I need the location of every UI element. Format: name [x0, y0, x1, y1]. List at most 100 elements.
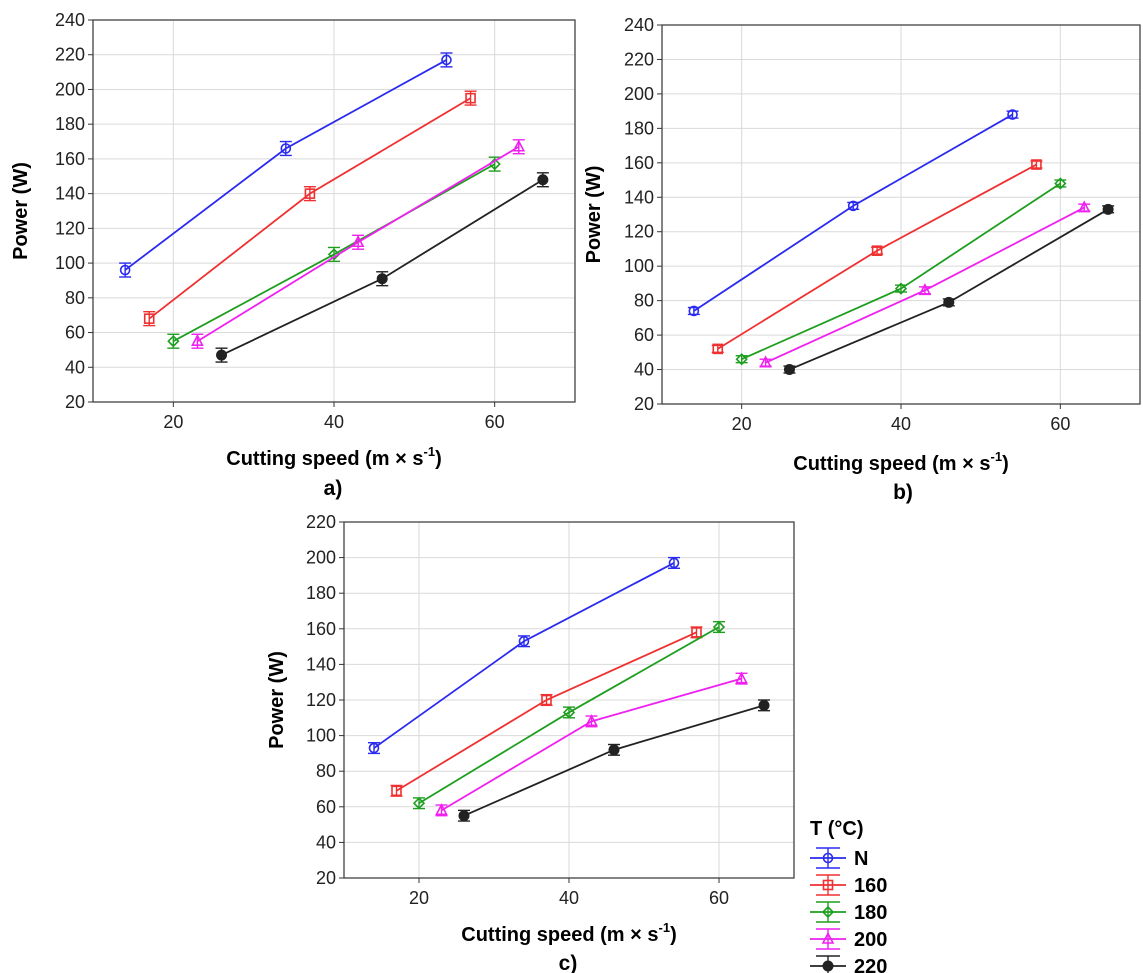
x-axis-label-main: Cutting speed (m × s — [793, 453, 990, 475]
y-tick-label: 120 — [306, 690, 336, 710]
y-tick-label: 20 — [65, 392, 85, 412]
data-point — [512, 139, 526, 152]
panel-label: a) — [324, 477, 343, 500]
y-tick-label: 40 — [65, 357, 85, 377]
y-tick-label: 180 — [624, 118, 654, 138]
legend: T (°C) N 160 180 200 220 — [810, 818, 887, 973]
y-tick-label: 20 — [634, 394, 654, 414]
series-200 — [191, 139, 526, 349]
data-point — [1007, 109, 1018, 120]
series-n — [368, 556, 680, 755]
y-tick-label: 120 — [624, 222, 654, 242]
x-tick-label: 40 — [559, 888, 579, 908]
y-tick-label: 80 — [316, 761, 336, 781]
y-tick-label: 60 — [65, 323, 85, 343]
legend-item-200: 200 — [810, 928, 887, 951]
y-tick-label: 200 — [624, 84, 654, 104]
data-point — [351, 235, 365, 248]
data-point — [712, 620, 726, 634]
legend-item-180: 180 — [810, 901, 887, 924]
data-point — [327, 248, 341, 261]
x-axis-label-superscript: -1 — [991, 449, 1003, 464]
y-tick-label: 80 — [634, 291, 654, 311]
panel-label: b) — [893, 481, 913, 504]
x-axis-label-main: Cutting speed (m × s — [226, 448, 423, 470]
series-220 — [458, 699, 770, 822]
y-tick-label: 20 — [316, 868, 336, 888]
series-180 — [167, 156, 501, 349]
x-axis-label-superscript: -1 — [424, 444, 436, 459]
y-tick-label: 140 — [624, 187, 654, 207]
legend-marker — [822, 879, 834, 891]
y-tick-label: 220 — [624, 49, 654, 69]
x-tick-label: 60 — [1050, 414, 1070, 434]
legend-item-n: N — [810, 847, 868, 870]
x-tick-label: 60 — [485, 412, 505, 432]
data-point — [759, 355, 772, 368]
x-axis-label-end: ) — [670, 924, 677, 946]
data-point — [943, 296, 955, 308]
data-point — [391, 785, 402, 797]
data-point — [758, 699, 770, 711]
legend-marker — [821, 905, 835, 919]
data-point — [871, 245, 883, 256]
legend-marker — [822, 852, 834, 864]
y-tick-label: 160 — [55, 149, 85, 169]
y-tick-label: 140 — [55, 184, 85, 204]
series-220 — [783, 203, 1115, 376]
data-point — [691, 627, 702, 638]
x-axis-label: Cutting speed (m × s-1) — [461, 920, 676, 946]
data-point — [412, 797, 426, 810]
x-axis-label: Cutting speed (m × s-1) — [226, 444, 441, 470]
legend-title: T (°C) — [810, 818, 864, 840]
y-tick-label: 220 — [306, 512, 336, 532]
panel-a: 20 40 60 80 100 120 140 160 180 200 220 240 20 40 60 Po… — [10, 10, 576, 500]
y-tick-label: 240 — [55, 10, 85, 30]
x-tick-label: 40 — [891, 414, 911, 434]
data-point — [1102, 203, 1114, 215]
panel-c: 20 40 60 80 100 120 140 160 180 200 220 20 40 60 Power… — [266, 512, 795, 973]
data-point — [465, 92, 476, 104]
data-point — [735, 353, 748, 366]
data-point — [458, 810, 470, 822]
x-axis-label-end: ) — [435, 448, 442, 470]
data-point — [1054, 177, 1067, 190]
y-tick-label: 120 — [55, 218, 85, 238]
x-axis-label: Cutting speed (m × s-1) — [793, 449, 1008, 475]
data-point — [783, 364, 795, 376]
y-axis-label: Power (W) — [583, 166, 605, 264]
legend-label: 220 — [854, 956, 887, 973]
series-line — [396, 631, 697, 792]
x-tick-label: 20 — [163, 412, 183, 432]
y-tick-label: 100 — [306, 726, 336, 746]
data-point — [712, 343, 724, 355]
data-point — [688, 305, 700, 317]
series-180 — [735, 177, 1067, 366]
data-point — [847, 200, 859, 212]
series-180 — [412, 620, 726, 810]
x-tick-label: 40 — [324, 412, 344, 432]
y-tick-label: 40 — [316, 832, 336, 852]
legend-marker — [821, 931, 835, 944]
data-point — [1077, 200, 1091, 213]
data-point — [441, 54, 452, 66]
x-axis-label-superscript: -1 — [659, 920, 671, 935]
legend-label: N — [854, 848, 868, 870]
y-tick-label: 40 — [634, 360, 654, 380]
y-tick-label: 100 — [624, 256, 654, 276]
legend-label: 160 — [854, 875, 887, 897]
x-axis-label-end: ) — [1002, 453, 1009, 475]
y-tick-label: 160 — [306, 619, 336, 639]
legend-label: 180 — [854, 902, 887, 924]
x-tick-label: 60 — [709, 888, 729, 908]
y-axis-label: Power (W) — [10, 162, 32, 260]
y-tick-label: 60 — [634, 325, 654, 345]
y-tick-label: 100 — [55, 253, 85, 273]
y-tick-label: 180 — [306, 583, 336, 603]
data-point — [376, 273, 388, 285]
series-160 — [390, 626, 703, 797]
series-200 — [435, 671, 748, 817]
data-point — [1031, 159, 1042, 170]
data-point — [668, 557, 680, 569]
